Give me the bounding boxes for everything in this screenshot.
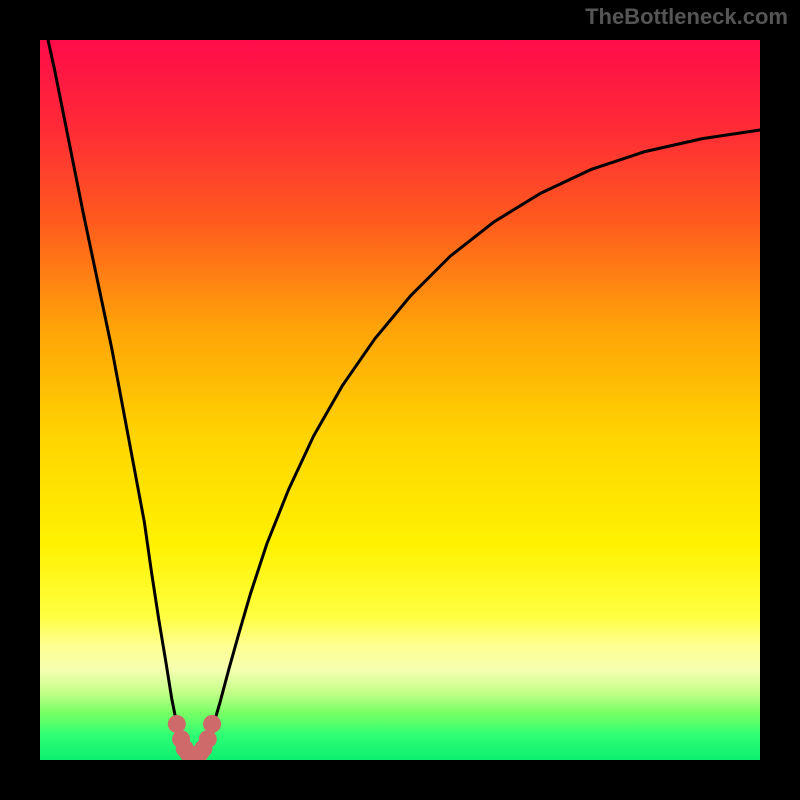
marker-dot (199, 730, 217, 748)
watermark-text: TheBottleneck.com (585, 4, 788, 30)
marker-dot (203, 715, 221, 733)
chart-stage: TheBottleneck.com (0, 0, 800, 800)
bottleneck-chart (40, 40, 760, 760)
marker-dot (168, 715, 186, 733)
gradient-background (40, 40, 760, 760)
